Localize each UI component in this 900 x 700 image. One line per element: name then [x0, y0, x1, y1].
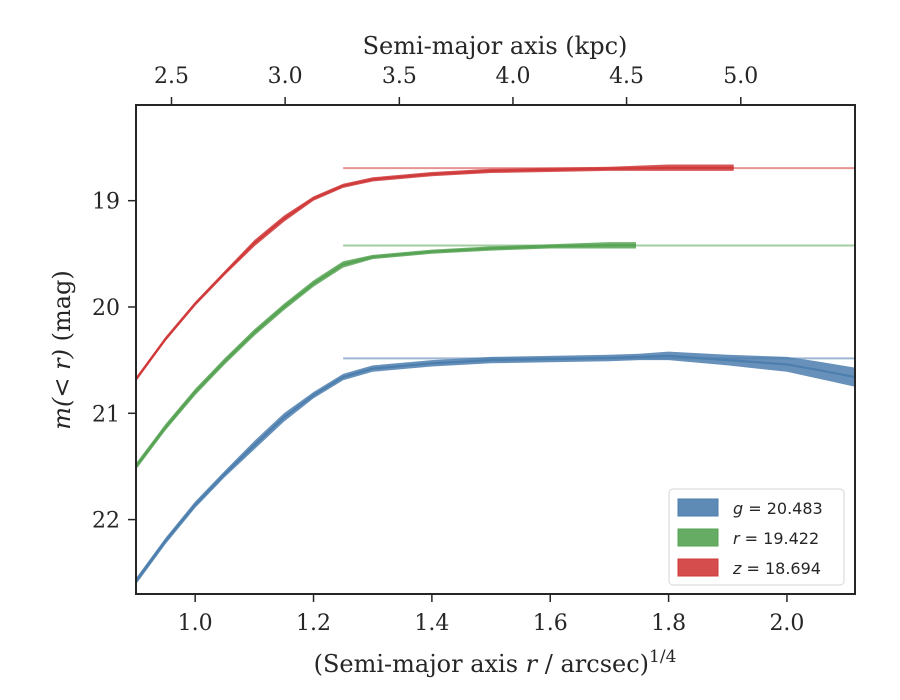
legend-label-g: g = 20.483: [733, 499, 823, 518]
top-tick-label: 5.0: [723, 64, 758, 89]
series-layer: [135, 164, 856, 585]
top-tick-label: 3.5: [382, 64, 417, 89]
y-tick-label: 19: [92, 190, 120, 215]
legend: g = 20.483 r = 19.422 z = 18.694: [668, 488, 845, 586]
legend-swatch-g: [677, 498, 719, 517]
legend-label-z: z = 18.694: [732, 559, 821, 578]
profile-line-r: [135, 244, 636, 468]
profile-line-z: [135, 166, 734, 380]
top-tick-label: 2.5: [154, 64, 189, 89]
legend-label-r: r = 19.422: [733, 529, 819, 548]
profile-line-g: [135, 354, 856, 582]
top-axis-title: Semi-major axis (kpc): [363, 32, 628, 60]
y-axis: 19 20 21 22: [92, 190, 136, 534]
x-tick-label: 2.0: [769, 611, 804, 636]
top-tick-label: 3.0: [268, 64, 303, 89]
x-axis: 1.0 1.2 1.4 1.6 1.8 2.0: [178, 594, 804, 636]
y-tick-label: 22: [92, 509, 120, 534]
x-tick-label: 1.4: [414, 611, 449, 636]
plot-frame: [135, 104, 856, 595]
x-tick-label: 1.6: [533, 611, 568, 636]
x-tick-label: 1.8: [651, 611, 686, 636]
legend-swatch-z: [677, 558, 719, 577]
legend-swatch-r: [677, 528, 719, 547]
y-axis-title: m(< r) (mag): [48, 270, 76, 430]
y-tick-label: 21: [92, 402, 120, 427]
y-tick-label: 20: [92, 296, 120, 321]
x-tick-label: 1.2: [296, 611, 331, 636]
top-tick-label: 4.0: [495, 64, 530, 89]
x-axis-title: (Semi-major axis r / arcsec)1/4: [314, 647, 677, 678]
x-tick-label: 1.0: [178, 611, 213, 636]
top-axis: 2.5 3.0 3.5 4.0 4.5 5.0: [154, 64, 758, 105]
top-tick-label: 4.5: [609, 64, 644, 89]
